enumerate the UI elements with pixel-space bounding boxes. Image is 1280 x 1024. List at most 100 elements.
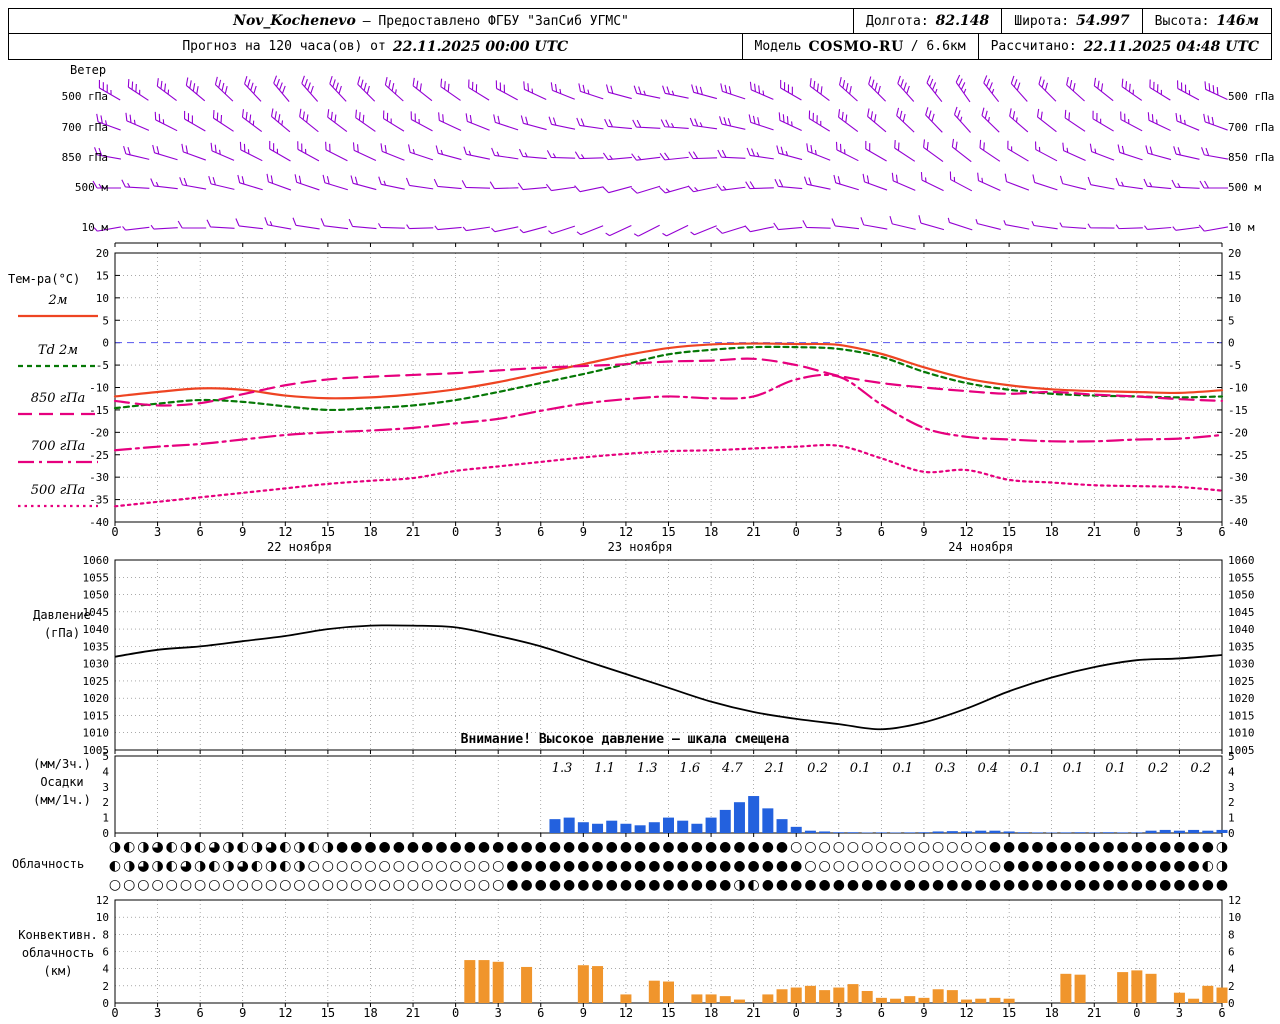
svg-text:Внимание! Высокое давление — ш: Внимание! Высокое давление — шкала смеще…: [461, 732, 790, 747]
legend-line-t2m: [18, 314, 98, 318]
svg-text:○: ○: [393, 877, 405, 893]
svg-text:○: ○: [151, 877, 163, 893]
svg-text:◑: ◑: [180, 839, 192, 855]
provider-text: — Предоставлено ФГБУ "ЗапСиб УГМС": [362, 13, 629, 29]
svg-text:●: ●: [1102, 839, 1114, 855]
svg-text:○: ○: [421, 877, 433, 893]
svg-text:○: ○: [308, 877, 320, 893]
longitude-label: Долгота:: [866, 13, 929, 29]
svg-text:5: 5: [1228, 314, 1235, 327]
svg-text:●: ●: [762, 877, 774, 893]
svg-text:1005: 1005: [83, 744, 110, 757]
svg-text:●: ●: [1131, 839, 1143, 855]
svg-text:●: ●: [648, 877, 660, 893]
svg-text:9: 9: [920, 525, 927, 539]
svg-text:○: ○: [222, 877, 234, 893]
svg-text:1030: 1030: [1228, 658, 1255, 671]
altitude-cell: Высота: 146м: [1141, 9, 1271, 33]
svg-text:○: ○: [308, 858, 320, 874]
svg-text:●: ●: [1088, 839, 1100, 855]
svg-text:○: ○: [904, 839, 916, 855]
svg-text:●: ●: [975, 877, 987, 893]
pressure-label-line2: (гПа): [43, 626, 81, 640]
svg-text:●: ●: [1145, 839, 1157, 855]
svg-text:6: 6: [1218, 525, 1225, 539]
svg-text:○: ○: [478, 858, 490, 874]
svg-text:○: ○: [889, 839, 901, 855]
svg-text:4.7: 4.7: [721, 761, 743, 776]
svg-text:0.2: 0.2: [1148, 761, 1169, 776]
svg-text:6: 6: [878, 1006, 885, 1020]
altitude-label: Высота:: [1154, 13, 1210, 29]
svg-text:1015: 1015: [83, 709, 110, 722]
svg-text:0: 0: [452, 1006, 459, 1020]
svg-text:●: ●: [421, 839, 433, 855]
svg-text:●: ●: [1046, 839, 1058, 855]
legend-label-700hpa: 700 гПа: [30, 439, 86, 454]
svg-text:10: 10: [1228, 911, 1241, 924]
svg-text:0: 0: [1228, 997, 1235, 1010]
svg-text:○: ○: [819, 858, 831, 874]
svg-text:○: ○: [932, 839, 944, 855]
svg-text:○: ○: [946, 839, 958, 855]
svg-text:○: ○: [918, 839, 930, 855]
svg-text:1045: 1045: [1228, 606, 1255, 619]
svg-text:4: 4: [102, 963, 109, 976]
precip-label-line1: (мм/3ч.): [33, 757, 91, 771]
svg-text:3: 3: [1176, 1006, 1183, 1020]
svg-text:○: ○: [350, 858, 362, 874]
header-line-2: Прогноз на 120 часа(ов) от 22.11.2025 00…: [9, 34, 1271, 59]
svg-text:●: ●: [591, 858, 603, 874]
svg-text:5: 5: [102, 750, 109, 763]
svg-text:6: 6: [197, 1006, 204, 1020]
convective-label-line3: (км): [43, 964, 73, 978]
svg-text:●: ●: [790, 877, 802, 893]
forecast-cell: Прогноз на 120 часа(ов) от 22.11.2025 00…: [9, 34, 742, 59]
svg-text:○: ○: [364, 877, 376, 893]
svg-text:●: ●: [776, 839, 788, 855]
legend-line-td2m: [18, 364, 98, 368]
svg-text:●: ●: [748, 839, 760, 855]
svg-text:5: 5: [1228, 750, 1235, 763]
svg-text:1035: 1035: [83, 640, 110, 653]
svg-text:●: ●: [1046, 877, 1058, 893]
svg-text:◑: ◑: [1216, 839, 1228, 855]
svg-text:●: ●: [733, 858, 745, 874]
svg-text:○: ○: [279, 877, 291, 893]
legend-line-850hpa: [18, 412, 98, 416]
longitude-value: 82.148: [935, 13, 990, 29]
svg-text:6: 6: [1228, 946, 1235, 959]
svg-text:●: ●: [861, 877, 873, 893]
svg-text:15: 15: [96, 269, 109, 282]
precip-label-line2: Осадки: [40, 775, 84, 789]
svg-text:6: 6: [878, 525, 885, 539]
svg-text:●: ●: [478, 839, 490, 855]
svg-text:●: ●: [1117, 839, 1129, 855]
svg-text:●: ●: [904, 877, 916, 893]
svg-text:◑: ◑: [109, 839, 121, 855]
wind-level-500m-right: 500 м: [1228, 181, 1262, 194]
svg-text:10: 10: [96, 911, 109, 924]
svg-text:○: ○: [265, 877, 277, 893]
temp-panel-label: Тем-ра(°C): [8, 272, 81, 286]
svg-text:4: 4: [102, 765, 109, 778]
svg-text:○: ○: [932, 858, 944, 874]
svg-text:○: ○: [804, 839, 816, 855]
svg-text:12: 12: [619, 1006, 633, 1020]
svg-text:1010: 1010: [83, 727, 110, 740]
latitude-label: Широта:: [1014, 13, 1070, 29]
wind-level-850hpa-left: 850 гПа: [61, 151, 108, 164]
svg-text:6: 6: [537, 1006, 544, 1020]
svg-text:1005: 1005: [1228, 744, 1255, 757]
svg-text:4: 4: [1228, 765, 1235, 778]
svg-text:8: 8: [1228, 928, 1235, 941]
legend-line-700hpa: [18, 460, 98, 464]
legend-item-500hpa: 500 гПа: [8, 483, 108, 514]
svg-text:-25: -25: [1228, 449, 1248, 462]
svg-text:●: ●: [1088, 877, 1100, 893]
svg-text:●: ●: [691, 858, 703, 874]
convective-label-line2: облачность: [21, 946, 95, 960]
forecast-label: Прогноз на 120 часа(ов) от: [182, 39, 386, 54]
svg-text:●: ●: [1017, 877, 1029, 893]
